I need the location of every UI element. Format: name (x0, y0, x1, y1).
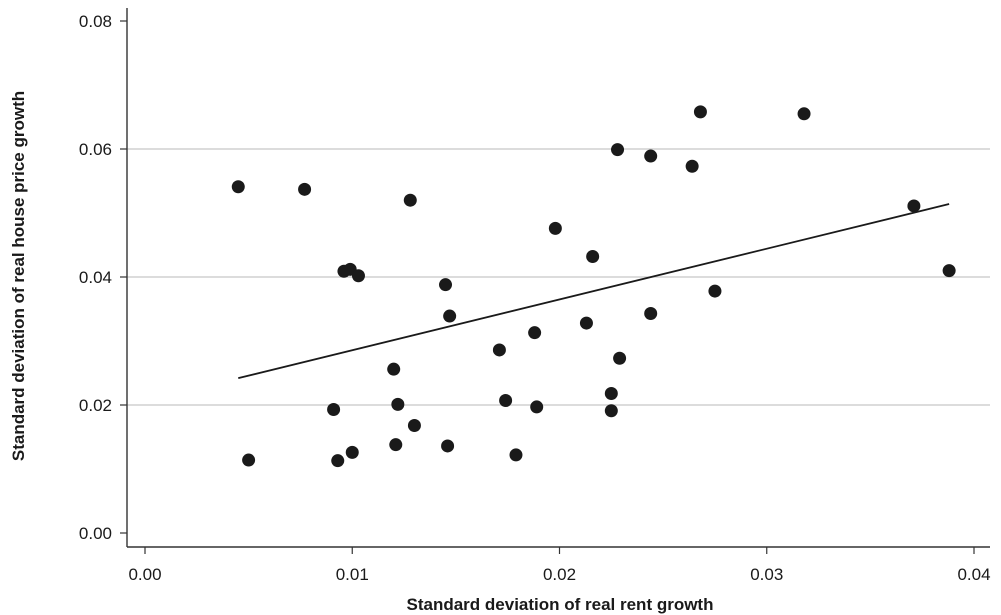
gridlines (127, 148, 990, 406)
data-point (942, 264, 956, 278)
axes (120, 8, 990, 554)
x-tick-label: 0.03 (750, 565, 783, 584)
data-point (509, 448, 523, 462)
data-point (586, 250, 600, 264)
data-point (443, 309, 457, 323)
data-point (604, 404, 618, 418)
data-point (441, 439, 455, 453)
x-tick-label: 0.00 (128, 565, 161, 584)
y-tick-label: 0.08 (79, 12, 112, 31)
data-point (530, 400, 544, 414)
data-point (387, 362, 401, 376)
data-point (403, 193, 417, 207)
y-axis-title: Standard deviation of real house price g… (9, 91, 28, 461)
data-points (231, 105, 956, 468)
data-point (331, 454, 345, 468)
data-point (579, 316, 593, 330)
y-tick-label: 0.06 (79, 140, 112, 159)
data-point (708, 284, 722, 298)
data-point (327, 402, 341, 416)
data-point (492, 343, 506, 357)
data-point (907, 199, 921, 213)
data-point (391, 397, 405, 411)
data-point (548, 221, 562, 235)
data-point (298, 182, 312, 196)
data-point (693, 105, 707, 119)
fit-line (238, 203, 950, 379)
data-point (613, 351, 627, 365)
fit-line-group (238, 203, 950, 379)
x-tick-label: 0.04 (957, 565, 990, 584)
data-point (345, 445, 359, 459)
data-point (499, 394, 513, 408)
data-point (389, 438, 403, 452)
data-point (604, 386, 618, 400)
y-tick-label: 0.04 (79, 268, 112, 287)
data-point (644, 149, 658, 163)
tick-labels: 0.00 0.02 0.04 0.06 0.08 0.00 0.01 0.02 0.03 0.04 (79, 12, 991, 584)
x-axis-title: Standard deviation of real rent growth (407, 595, 714, 614)
data-point (611, 143, 625, 157)
x-tick-label: 0.02 (543, 565, 576, 584)
data-point (644, 306, 658, 320)
data-point (351, 269, 365, 283)
x-tick-label: 0.01 (336, 565, 369, 584)
data-point (528, 326, 542, 340)
data-point (231, 180, 245, 194)
data-point (797, 107, 811, 121)
y-tick-label: 0.00 (79, 524, 112, 543)
data-point (439, 278, 453, 292)
data-point (685, 159, 699, 173)
data-point (407, 418, 421, 432)
y-tick-label: 0.02 (79, 396, 112, 415)
data-point (242, 453, 256, 467)
